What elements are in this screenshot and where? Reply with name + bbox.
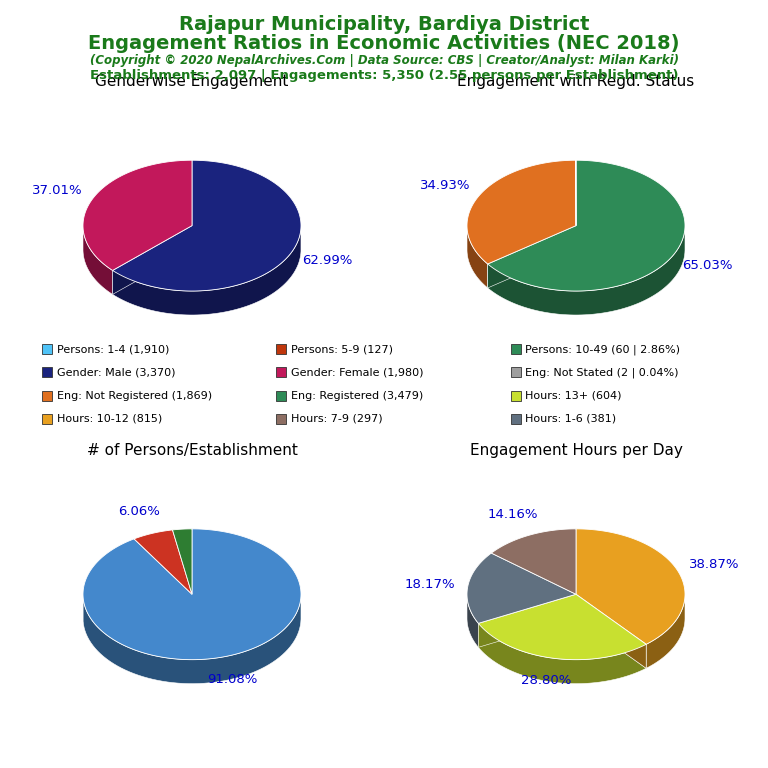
Text: 91.08%: 91.08%: [207, 673, 258, 686]
Text: 37.01%: 37.01%: [31, 184, 82, 197]
Polygon shape: [467, 553, 576, 624]
Polygon shape: [134, 530, 192, 594]
Text: Hours: 10-12 (815): Hours: 10-12 (815): [57, 413, 162, 424]
Text: Gender: Female (1,980): Gender: Female (1,980): [291, 367, 424, 378]
Text: 28.80%: 28.80%: [521, 674, 571, 687]
Polygon shape: [467, 227, 488, 288]
Polygon shape: [467, 161, 576, 264]
Polygon shape: [488, 226, 576, 288]
Polygon shape: [492, 529, 576, 594]
Polygon shape: [83, 595, 301, 684]
Polygon shape: [113, 226, 192, 294]
Text: Persons: 10-49 (60 | 2.86%): Persons: 10-49 (60 | 2.86%): [525, 344, 680, 355]
Polygon shape: [478, 594, 576, 647]
Text: 62.99%: 62.99%: [302, 254, 353, 267]
Text: 38.87%: 38.87%: [689, 558, 740, 571]
Title: # of Persons/Establishment: # of Persons/Establishment: [87, 443, 297, 458]
Polygon shape: [83, 227, 113, 294]
Text: 6.06%: 6.06%: [118, 505, 160, 518]
Text: Hours: 13+ (604): Hours: 13+ (604): [525, 390, 622, 401]
Polygon shape: [467, 594, 478, 647]
Polygon shape: [576, 529, 685, 644]
Text: Engagement Ratios in Economic Activities (NEC 2018): Engagement Ratios in Economic Activities…: [88, 34, 680, 53]
Text: Hours: 7-9 (297): Hours: 7-9 (297): [291, 413, 382, 424]
Text: Establishments: 2,097 | Engagements: 5,350 (2.55 persons per Establishment): Establishments: 2,097 | Engagements: 5,3…: [90, 69, 678, 82]
Polygon shape: [488, 161, 685, 291]
Polygon shape: [488, 226, 576, 288]
Polygon shape: [576, 594, 646, 668]
Polygon shape: [113, 226, 192, 294]
Polygon shape: [488, 227, 685, 315]
Text: Persons: 1-4 (1,910): Persons: 1-4 (1,910): [57, 344, 169, 355]
Polygon shape: [646, 595, 685, 668]
Title: Engagement Hours per Day: Engagement Hours per Day: [469, 443, 683, 458]
Text: Eng: Not Registered (1,869): Eng: Not Registered (1,869): [57, 390, 212, 401]
Text: 18.17%: 18.17%: [405, 578, 455, 591]
Title: Engagement with Regd. Status: Engagement with Regd. Status: [458, 74, 694, 90]
Text: 34.93%: 34.93%: [419, 179, 470, 192]
Text: Eng: Not Stated (2 | 0.04%): Eng: Not Stated (2 | 0.04%): [525, 367, 679, 378]
Text: Rajapur Municipality, Bardiya District: Rajapur Municipality, Bardiya District: [179, 15, 589, 35]
Text: Gender: Male (3,370): Gender: Male (3,370): [57, 367, 175, 378]
Polygon shape: [478, 594, 646, 660]
Polygon shape: [113, 161, 301, 291]
Polygon shape: [83, 529, 301, 660]
Polygon shape: [576, 594, 646, 668]
Text: Hours: 1-6 (381): Hours: 1-6 (381): [525, 413, 617, 424]
Text: Persons: 5-9 (127): Persons: 5-9 (127): [291, 344, 393, 355]
Polygon shape: [113, 227, 301, 315]
Title: Genderwise Engagement: Genderwise Engagement: [95, 74, 289, 90]
Text: 14.16%: 14.16%: [488, 508, 538, 521]
Polygon shape: [83, 161, 192, 270]
Text: 65.03%: 65.03%: [682, 260, 733, 273]
Text: Eng: Registered (3,479): Eng: Registered (3,479): [291, 390, 423, 401]
Text: (Copyright © 2020 NepalArchives.Com | Data Source: CBS | Creator/Analyst: Milan : (Copyright © 2020 NepalArchives.Com | Da…: [90, 54, 678, 67]
Polygon shape: [478, 624, 646, 684]
Polygon shape: [478, 594, 576, 647]
Polygon shape: [173, 529, 192, 594]
